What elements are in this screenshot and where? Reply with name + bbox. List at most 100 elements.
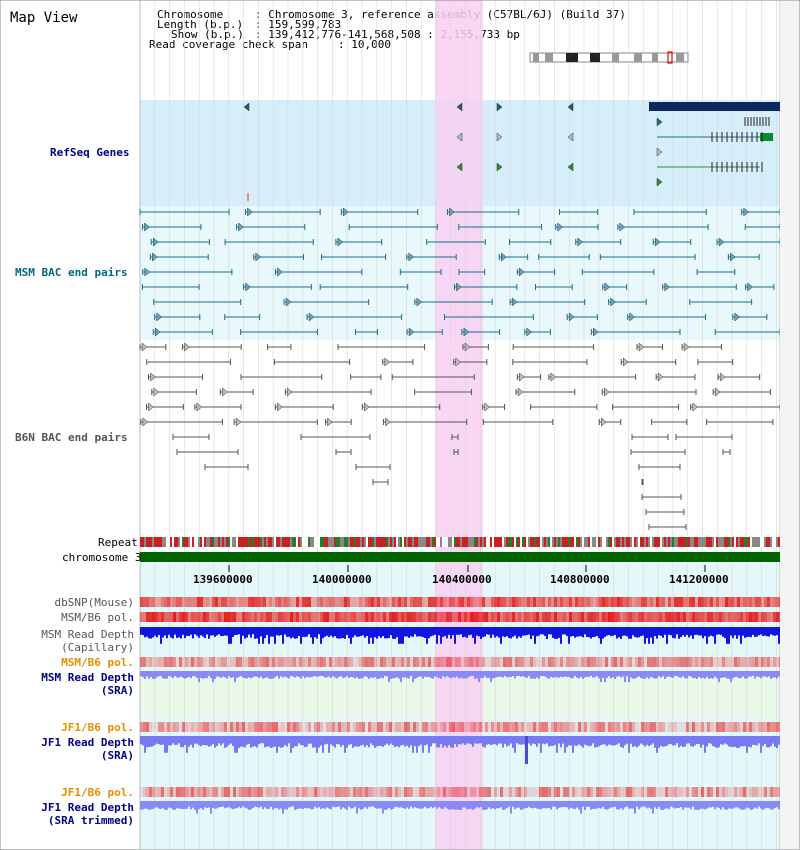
jf1-pol-cell [569, 722, 572, 732]
track-label-msm-bac[interactable]: MSM BAC end pairs [15, 266, 128, 279]
msm-pol2-cell [263, 657, 266, 667]
msm-depth-sra-bar [682, 671, 684, 677]
repeat-element [198, 537, 200, 547]
jf1-trim-bar [232, 801, 234, 810]
msm-depth-cap-bar [534, 627, 536, 644]
track-label-jf1-depth[interactable]: JF1 Read Depth (SRA) [41, 736, 134, 762]
jf1-pol2-cell [335, 787, 338, 797]
repeat-element [706, 537, 708, 547]
dbsnp-cell [284, 597, 287, 607]
jf1-trim-bar [660, 801, 662, 810]
msm-pol2-cell [257, 657, 260, 667]
msm-depth-cap-bar [380, 627, 382, 638]
msm-depth-cap-bar [398, 627, 400, 644]
jf1-pol2-cell [755, 787, 758, 797]
msm-pol2-cell [302, 657, 305, 667]
ideogram-band [676, 53, 684, 62]
jf1-pol2-cell [206, 787, 209, 797]
track-label-msm-depth-sra[interactable]: MSM Read Depth (SRA) [41, 671, 134, 697]
msm-pol-cell [311, 612, 314, 622]
jf1-trim-bar [148, 801, 150, 810]
msm-pol-cell [338, 612, 341, 622]
jf1-depth-bar [348, 736, 350, 745]
msm-depth-cap-bar [272, 627, 274, 637]
jf1-pol-cell [509, 722, 512, 732]
jf1-pol-cell [683, 722, 686, 732]
msm-pol-cell [272, 612, 275, 622]
msm-depth-cap-bar [148, 627, 150, 639]
jf1-depth-bar [596, 736, 598, 748]
msm-depth-sra-bar [244, 671, 246, 679]
repeat-element [266, 537, 268, 547]
jf1-trim-bar [540, 801, 542, 810]
jf1-trim-bar [628, 801, 630, 809]
msm-pol-cell [236, 612, 239, 622]
track-label-chromosome[interactable]: chromosome 3 [62, 551, 142, 564]
repeat-element [250, 537, 252, 547]
track-label-msm-pol[interactable]: MSM/B6 pol. [61, 611, 134, 624]
jf1-pol2-cell [509, 787, 512, 797]
jf1-depth-bar [692, 736, 694, 747]
jf1-pol-cell [749, 722, 752, 732]
msm-pol-cell [761, 612, 764, 622]
jf1-depth-bar [508, 736, 510, 746]
repeat-element [770, 537, 772, 547]
msm-depth-cap-bar [624, 627, 626, 636]
msm-depth-cap-bar [546, 627, 548, 639]
msm-bac-pair-end [285, 297, 292, 307]
jf1-depth-bar [304, 736, 306, 748]
jf1-depth-bar [572, 736, 574, 753]
jf1-depth-bar [278, 736, 280, 747]
msm-depth-sra-bar [638, 671, 640, 677]
dbsnp-cell [755, 597, 758, 607]
dbsnp-cell [407, 597, 410, 607]
jf1-trim-bar [418, 801, 420, 809]
repeat-element [534, 537, 536, 547]
jf1-trim-bar [484, 801, 486, 810]
jf1-trim-bar [192, 801, 194, 808]
jf1-depth-bar [330, 736, 332, 745]
track-label-b6n-bac[interactable]: B6N BAC end pairs [15, 431, 128, 444]
msm-depth-cap-bar [652, 627, 654, 644]
jf1-pol2-cell [254, 787, 257, 797]
msm-depth-sra-bar [572, 671, 574, 679]
msm-depth-cap-bar [466, 627, 468, 638]
track-label-msm-pol2[interactable]: MSM/B6 pol. [61, 656, 134, 669]
jf1-pol-cell [215, 722, 218, 732]
track-label-msm-depth-capillary[interactable]: MSM Read Depth (Capillary) [41, 628, 134, 654]
msm-depth-cap-bar [772, 627, 774, 636]
msm-depth-cap-bar [510, 627, 512, 639]
msm-depth-sra-bar [446, 671, 448, 677]
jf1-pol2-cell [551, 787, 554, 797]
jf1-trim-bar [750, 801, 752, 810]
track-label-jf1-pol2[interactable]: JF1/B6 pol. [61, 786, 134, 799]
track-label-repeat[interactable]: Repeat [98, 536, 138, 549]
dbsnp-cell [152, 597, 155, 607]
track-label-refseq[interactable]: RefSeq Genes [50, 146, 130, 159]
dbsnp-cell [224, 597, 227, 607]
msm-depth-cap-bar [190, 627, 192, 635]
jf1-depth-bar [728, 736, 730, 747]
jf1-pol-cell [149, 722, 152, 732]
b6n-bac-pair-end [604, 387, 610, 397]
track-label-jf1-pol[interactable]: JF1/B6 pol. [61, 721, 134, 734]
jf1-trim-bar [324, 801, 326, 809]
jf1-pol-cell [551, 722, 554, 732]
msm-depth-sra-bar [718, 671, 720, 683]
msm-pol-cell [575, 612, 578, 622]
jf1-depth-bar [442, 736, 444, 748]
track-label-dbsnp[interactable]: dbSNP(Mouse) [54, 596, 134, 609]
jf1-pol2-cell [416, 787, 419, 797]
track-label-jf1-depth-trimmed[interactable]: JF1 Read Depth (SRA trimmed) [41, 801, 134, 827]
jf1-pol-cell [611, 722, 614, 732]
msm-depth-cap-bar [654, 627, 656, 637]
jf1-trim-bar [772, 801, 774, 810]
msm-pol-cell [659, 612, 662, 622]
msm-depth-cap-bar [554, 627, 556, 639]
jf1-depth-bar [564, 736, 566, 753]
msm-pol-cell [167, 612, 170, 622]
jf1-pol-cell [767, 722, 770, 732]
dbsnp-cell [293, 597, 296, 607]
jf1-pol-cell [293, 722, 296, 732]
